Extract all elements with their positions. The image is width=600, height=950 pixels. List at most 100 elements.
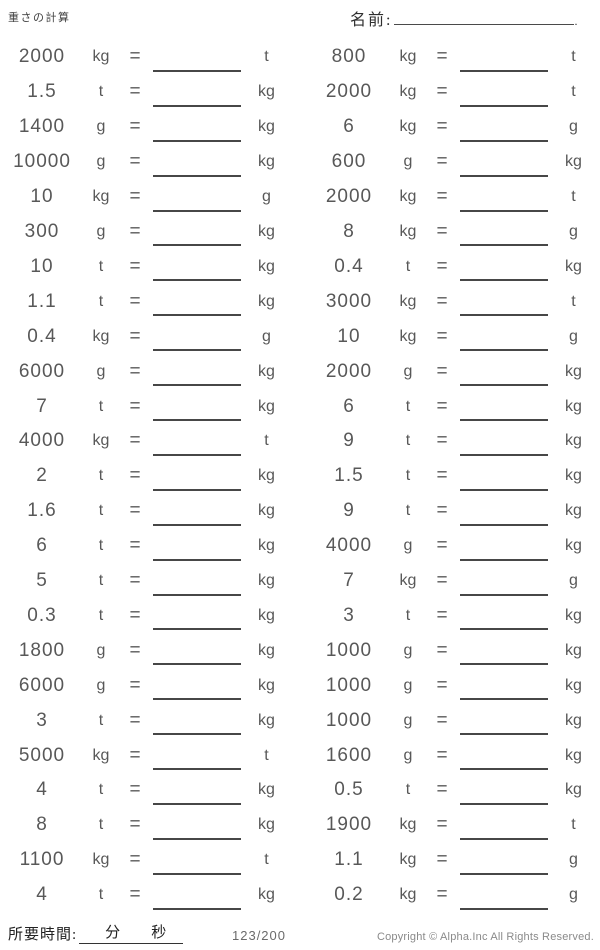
problem-row: 3 t = kg — [311, 599, 594, 634]
problem-to-unit: t — [264, 851, 269, 869]
name-field: 名前:. — [350, 6, 577, 30]
problem-row: 2000 kg = t — [4, 40, 287, 75]
answer-blank-line — [460, 802, 548, 805]
equals-sign: = — [436, 46, 448, 68]
answer-blank-cell — [148, 564, 246, 599]
equals-sign: = — [129, 535, 141, 557]
problem-value: 7 — [36, 395, 48, 417]
answer-blank-cell — [148, 319, 246, 354]
equals-sign: = — [129, 709, 141, 731]
answer-blank-line — [153, 139, 241, 142]
problem-row: 7 t = kg — [4, 389, 287, 424]
problem-to-unit: kg — [258, 83, 275, 101]
problem-from-unit: g — [403, 676, 413, 694]
problem-row: 4 t = kg — [4, 773, 287, 808]
equals-sign: = — [129, 639, 141, 661]
problem-to-unit: kg — [258, 292, 275, 310]
answer-blank-line — [153, 488, 241, 491]
problem-from-unit: kg — [92, 327, 110, 345]
equals-sign: = — [436, 220, 448, 242]
problem-value: 2000 — [18, 46, 66, 68]
answer-blank-cell — [455, 668, 553, 703]
problem-row: 8 t = kg — [4, 808, 287, 843]
problem-from-unit: t — [98, 467, 104, 485]
problem-row: 6000 g = kg — [4, 668, 287, 703]
answer-blank-cell — [455, 319, 553, 354]
problem-row: 1800 g = kg — [4, 633, 287, 668]
answer-blank-cell — [455, 424, 553, 459]
problem-value: 2 — [36, 465, 48, 487]
problem-to-unit: kg — [565, 257, 582, 275]
answer-blank-line — [153, 837, 241, 840]
problem-to-unit: kg — [258, 572, 275, 590]
problem-to-unit: kg — [258, 118, 275, 136]
problem-to-unit: kg — [565, 397, 582, 415]
answer-blank-line — [460, 349, 548, 352]
problem-value: 10 — [30, 255, 54, 277]
problem-from-unit: g — [96, 676, 106, 694]
equals-sign: = — [129, 465, 141, 487]
equals-sign: = — [129, 814, 141, 836]
answer-blank-cell — [455, 808, 553, 843]
problem-row: 10 kg = g — [4, 180, 287, 215]
problem-row: 3000 kg = t — [311, 284, 594, 319]
answer-blank-cell — [148, 703, 246, 738]
equals-sign: = — [436, 325, 448, 347]
answer-blank-cell — [148, 424, 246, 459]
answer-blank-line — [460, 174, 548, 177]
equals-sign: = — [129, 220, 141, 242]
answer-blank-cell — [148, 773, 246, 808]
problem-row: 1.5 t = kg — [311, 459, 594, 494]
problem-to-unit: kg — [258, 257, 275, 275]
answer-blank-cell — [148, 40, 246, 75]
problem-to-unit: kg — [258, 886, 275, 904]
answer-blank-line — [460, 244, 548, 247]
equals-sign: = — [129, 674, 141, 696]
problem-from-unit: g — [403, 362, 413, 380]
problem-to-unit: kg — [565, 711, 582, 729]
answer-blank-cell — [455, 633, 553, 668]
problem-value: 9 — [343, 430, 355, 452]
equals-sign: = — [129, 116, 141, 138]
answer-blank-cell — [455, 284, 553, 319]
problem-value: 0.4 — [27, 325, 57, 347]
answer-blank-line — [460, 907, 548, 910]
problem-from-unit: g — [403, 746, 413, 764]
equals-sign: = — [436, 744, 448, 766]
answer-blank-line — [153, 384, 241, 387]
problem-row: 1000 g = kg — [311, 703, 594, 738]
problem-row: 10 kg = g — [311, 319, 594, 354]
problem-from-unit: t — [98, 257, 104, 275]
problem-from-unit: kg — [399, 118, 417, 136]
answer-blank-cell — [148, 145, 246, 180]
problem-value: 0.5 — [334, 779, 364, 801]
answer-blank-cell — [148, 738, 246, 773]
problem-value: 8 — [36, 814, 48, 836]
problem-to-unit: g — [569, 118, 578, 136]
problem-from-unit: t — [98, 537, 104, 555]
answer-blank-line — [460, 523, 548, 526]
equals-sign: = — [129, 744, 141, 766]
problem-row: 8 kg = g — [311, 215, 594, 250]
problem-row: 2000 kg = t — [311, 180, 594, 215]
answer-blank-cell — [455, 459, 553, 494]
problem-row: 300 g = kg — [4, 215, 287, 250]
answer-blank-line — [153, 523, 241, 526]
equals-sign: = — [436, 779, 448, 801]
answer-blank-line — [153, 418, 241, 421]
answer-blank-cell — [148, 599, 246, 634]
answer-blank-line — [460, 558, 548, 561]
problem-to-unit: kg — [565, 467, 582, 485]
equals-sign: = — [436, 465, 448, 487]
problem-row: 1400 g = kg — [4, 110, 287, 145]
problem-value: 0.3 — [27, 604, 57, 626]
answer-blank-cell — [455, 110, 553, 145]
problem-row: 1.6 t = kg — [4, 494, 287, 529]
answer-blank-cell — [148, 389, 246, 424]
problem-from-unit: t — [405, 467, 411, 485]
problem-value: 1.6 — [27, 500, 57, 522]
problem-to-unit: kg — [565, 746, 582, 764]
problem-to-unit: g — [569, 572, 578, 590]
answer-blank-cell — [455, 75, 553, 110]
